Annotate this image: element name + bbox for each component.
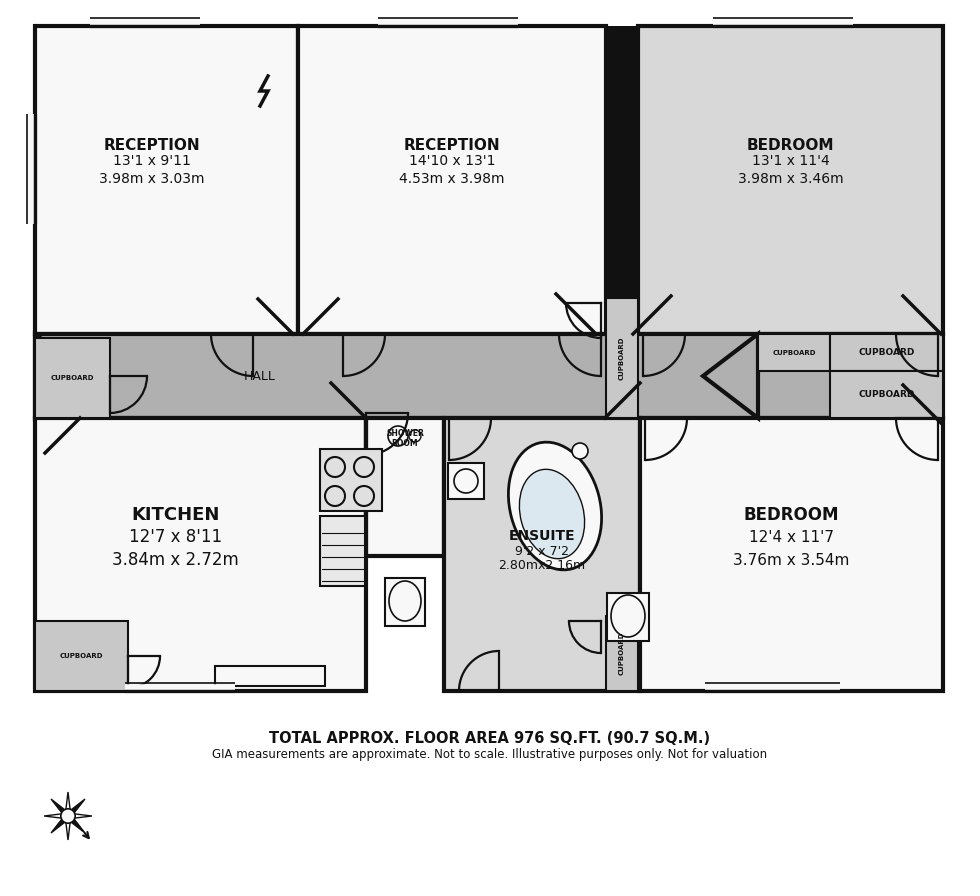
Polygon shape [68,799,85,816]
Polygon shape [703,334,758,418]
Bar [385,578,425,626]
Bar [830,334,943,371]
Bar [366,418,444,556]
Polygon shape [66,792,71,816]
Bar [830,371,943,418]
Text: 2.80mx2.16m: 2.80mx2.16m [499,558,586,572]
Text: ROOM: ROOM [392,439,418,448]
Text: CUPBOARD: CUPBOARD [51,375,94,381]
Bar [320,449,382,511]
Ellipse shape [611,595,645,637]
Text: BEDROOM: BEDROOM [747,137,834,152]
Bar [606,616,638,691]
Bar [35,26,298,334]
Bar [758,334,830,371]
Text: TOTAL APPROX. FLOOR AREA 976 SQ.FT. (90.7 SQ.M.): TOTAL APPROX. FLOOR AREA 976 SQ.FT. (90.… [270,730,710,745]
Polygon shape [44,814,68,818]
Text: BEDROOM: BEDROOM [744,505,839,523]
Ellipse shape [519,470,585,559]
Text: RECEPTION: RECEPTION [404,137,501,152]
Polygon shape [51,799,68,816]
Text: CUPBOARD: CUPBOARD [858,348,914,357]
Ellipse shape [509,442,602,570]
Bar [606,298,638,418]
Polygon shape [35,334,90,418]
Text: 13'1 x 11'4: 13'1 x 11'4 [752,154,829,168]
Text: ENSUITE: ENSUITE [509,529,575,542]
Text: 12'7 x 8'11: 12'7 x 8'11 [129,528,222,546]
Bar [298,26,606,334]
Text: 3.98m x 3.03m: 3.98m x 3.03m [99,172,204,186]
Ellipse shape [389,581,421,621]
Text: CUPBOARD: CUPBOARD [619,632,625,676]
Circle shape [61,809,75,823]
Circle shape [572,443,588,459]
Text: 12'4 x 11'7: 12'4 x 11'7 [749,530,834,545]
Text: CUPBOARD: CUPBOARD [619,336,625,380]
Bar [638,26,943,334]
Bar [35,334,943,418]
Text: CUPBOARD: CUPBOARD [60,653,103,659]
Text: SHOWER: SHOWER [386,429,424,438]
Text: CUPBOARD: CUPBOARD [772,349,815,356]
Text: CUPBOARD: CUPBOARD [858,390,914,399]
Text: RECEPTION: RECEPTION [103,137,200,152]
Bar [606,26,638,334]
Polygon shape [66,816,71,840]
Text: 3.98m x 3.46m: 3.98m x 3.46m [738,172,844,186]
Text: KITCHEN: KITCHEN [131,505,220,523]
Bar [35,418,366,691]
Bar [448,463,484,499]
Bar [607,593,649,641]
Bar [215,666,325,686]
Text: 13'1 x 9'11: 13'1 x 9'11 [113,154,190,168]
Text: 14'10 x 13'1: 14'10 x 13'1 [409,154,495,168]
Text: 3.84m x 2.72m: 3.84m x 2.72m [112,550,239,568]
Polygon shape [68,816,85,833]
Text: 4.53m x 3.98m: 4.53m x 3.98m [399,172,505,186]
Text: 3.76m x 3.54m: 3.76m x 3.54m [733,553,850,567]
Bar [35,338,110,418]
Text: HALL: HALL [244,369,276,383]
Polygon shape [68,814,92,818]
Bar [640,418,943,691]
Bar [35,621,128,691]
Polygon shape [51,816,68,833]
Bar [444,418,640,691]
Text: GIA measurements are approximate. Not to scale. Illustrative purposes only. Not : GIA measurements are approximate. Not to… [213,747,767,761]
Text: 9'2 x 7'2: 9'2 x 7'2 [515,545,569,557]
Bar [320,516,365,586]
